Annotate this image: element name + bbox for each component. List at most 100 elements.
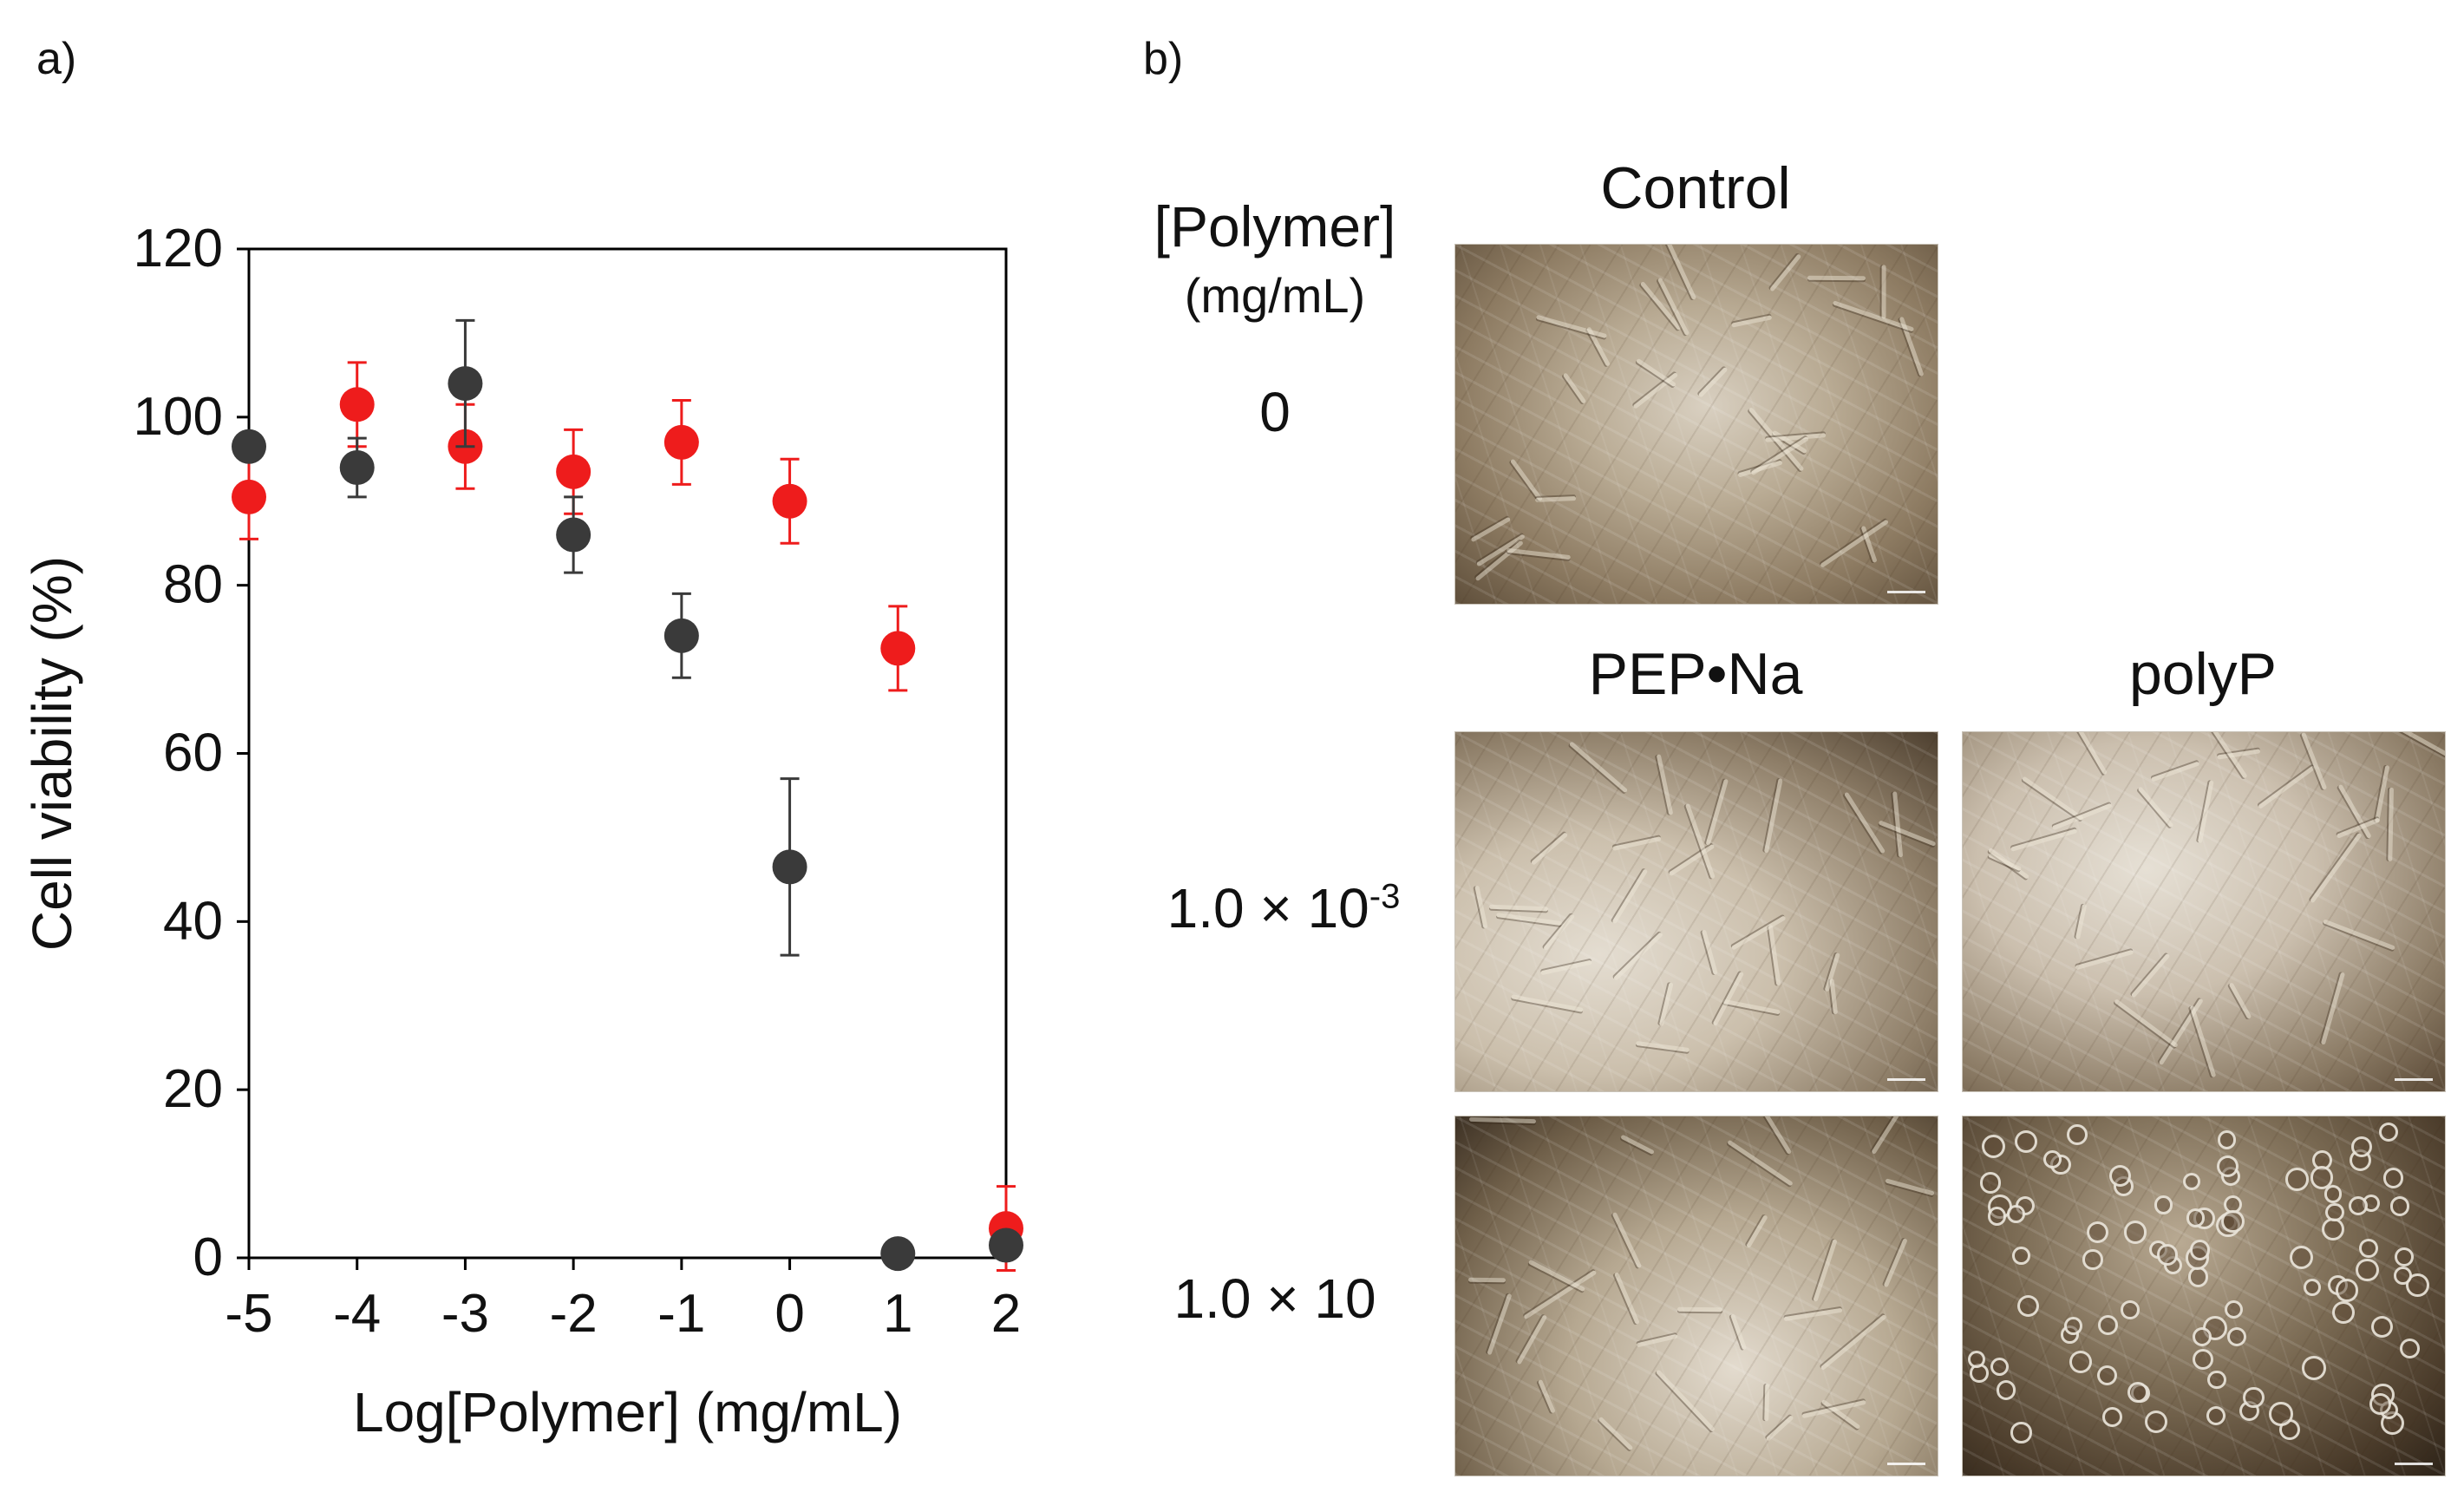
spread-cell — [1987, 852, 2022, 872]
spread-cell — [1611, 836, 1662, 851]
rounded-cell — [2348, 1195, 2369, 1216]
spread-cell — [1656, 1369, 1716, 1432]
rounded-cell — [2302, 1356, 2327, 1380]
spread-cell — [1892, 791, 1904, 858]
control-header: Control — [1600, 155, 1791, 221]
rounded-cell — [2394, 1267, 2412, 1285]
row-label-low: 1.0 × 10-3 — [1127, 876, 1440, 940]
scale-bar — [2395, 1078, 2433, 1081]
rounded-cell — [2109, 1165, 2132, 1188]
x-axis-label: Log[Polymer] (mg/mL) — [353, 1381, 902, 1443]
y-tick-label: 100 — [134, 387, 223, 447]
y-tick-label: 40 — [163, 891, 223, 951]
rounded-cell — [1987, 1207, 2007, 1226]
micrograph-pep-na-low — [1454, 731, 1938, 1092]
rounded-cell — [2322, 1218, 2345, 1241]
rounded-cell — [2226, 1326, 2246, 1346]
rounded-cell — [2183, 1172, 2201, 1190]
spread-cell — [1619, 1134, 1655, 1155]
rounded-cell — [2082, 1249, 2103, 1270]
spread-cell — [1807, 275, 1866, 280]
spread-cell — [1765, 1415, 1794, 1442]
rounded-cell — [1990, 1357, 2009, 1377]
rounded-cell — [2359, 1239, 2378, 1258]
rounded-cell — [2206, 1406, 2226, 1426]
rounded-cell — [2043, 1150, 2062, 1169]
rounded-cell — [2087, 1221, 2108, 1244]
rounded-cell — [2332, 1301, 2355, 1325]
panel-b-label: b) — [1143, 34, 1184, 84]
data-point — [772, 483, 807, 519]
spread-cell — [1538, 1379, 1556, 1414]
panel-a-label: a) — [36, 34, 77, 84]
spread-cell — [1528, 1259, 1586, 1292]
spread-cell — [1820, 1313, 1887, 1371]
rounded-cell — [2192, 1327, 2212, 1347]
rounded-cell — [2243, 1386, 2265, 1409]
rounded-cell — [2156, 1244, 2179, 1266]
spread-cell — [1534, 495, 1577, 502]
spread-cell — [1569, 740, 1629, 794]
data-point — [339, 387, 375, 422]
polymer-header: [Polymer] — [1154, 194, 1396, 259]
rounded-cell — [2216, 1155, 2239, 1178]
spread-cell — [2320, 972, 2346, 1045]
data-point — [772, 849, 807, 885]
y-tick-label: 20 — [163, 1059, 223, 1119]
rounded-cell — [2369, 1393, 2392, 1415]
rounded-cell — [2069, 1351, 2092, 1374]
y-tick-label: 60 — [163, 723, 223, 783]
spread-cell — [1613, 1272, 1640, 1326]
spread-cell — [1506, 548, 1572, 560]
micrograph-polyp-low — [1962, 731, 2446, 1092]
micrograph-polyp-high — [1962, 1116, 2446, 1476]
rounded-cell — [2190, 1240, 2211, 1260]
spread-cell — [2151, 761, 2200, 782]
spread-cell — [1722, 998, 1781, 1015]
cell-texture — [1963, 732, 2445, 1091]
x-tick-label: 2 — [991, 1284, 1021, 1344]
rounded-cell — [2379, 1123, 2399, 1142]
spread-cell — [2301, 732, 2328, 791]
rounded-cell — [2145, 1410, 2168, 1433]
y-tick-label: 120 — [134, 219, 223, 278]
rounded-cell — [2123, 1221, 2147, 1244]
y-tick-label: 0 — [193, 1227, 223, 1287]
spread-cell — [1509, 458, 1544, 502]
data-point — [448, 366, 483, 402]
spread-cell — [1631, 372, 1678, 410]
spread-cell — [1659, 982, 1675, 1027]
rounded-cell — [2389, 1196, 2410, 1216]
rounded-cell — [2010, 1422, 2032, 1443]
x-tick-label: -5 — [225, 1284, 272, 1344]
spread-cell — [1730, 1312, 1748, 1351]
data-point — [556, 517, 591, 553]
spread-cell — [2198, 780, 2214, 843]
spread-cell — [1730, 914, 1787, 951]
spread-cell — [1531, 831, 1569, 866]
spread-cell — [1705, 778, 1729, 847]
rounded-cell — [2098, 1315, 2119, 1336]
cell-texture — [1455, 732, 1938, 1091]
row-label-low-exponent: -3 — [1369, 877, 1401, 916]
scale-bar — [2395, 1463, 2433, 1465]
rounded-cell — [2218, 1130, 2237, 1149]
spread-cell — [2217, 749, 2261, 760]
rounded-cell — [2382, 1168, 2404, 1188]
spread-cell — [1881, 265, 1886, 319]
spread-cell — [1611, 868, 1649, 926]
data-point — [880, 1236, 916, 1272]
spread-cell — [1783, 1307, 1843, 1322]
data-point — [556, 454, 591, 489]
scale-bar — [1887, 591, 1925, 593]
spread-cell — [1536, 314, 1608, 338]
spread-cell — [1762, 1116, 1792, 1155]
data-point — [232, 479, 266, 514]
spread-cell — [1636, 1333, 1678, 1348]
rounded-cell — [2303, 1278, 2322, 1296]
rounded-cell — [2007, 1205, 2025, 1223]
spread-cell — [1764, 1383, 1770, 1421]
row-label-low-base: 1.0 × 10 — [1167, 877, 1369, 939]
rounded-cell — [2269, 1402, 2293, 1426]
spread-cell — [1878, 819, 1937, 847]
